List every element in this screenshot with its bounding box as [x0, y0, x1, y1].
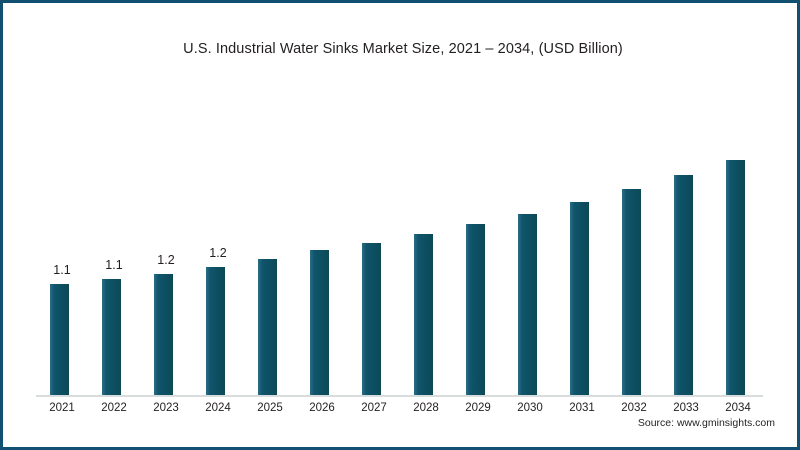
- bar-2030[interactable]: [518, 214, 537, 395]
- bar-slot: [400, 72, 452, 395]
- x-tick-label-2029: 2029: [465, 402, 491, 414]
- bar-2029[interactable]: [466, 224, 485, 395]
- bar-2023[interactable]: [154, 274, 173, 395]
- bar-slot: [296, 72, 348, 395]
- x-tick-label-2031: 2031: [569, 402, 595, 414]
- x-tick-label-2023: 2023: [153, 402, 179, 414]
- bar-slot: [244, 72, 296, 395]
- bar-value-label-2023: 1.2: [157, 253, 175, 267]
- x-tick-label-2032: 2032: [621, 402, 647, 414]
- chart-title: U.S. Industrial Water Sinks Market Size,…: [183, 41, 623, 57]
- bar-2022[interactable]: [102, 279, 121, 395]
- bar-2032[interactable]: [622, 189, 641, 395]
- bar-2026[interactable]: [310, 250, 329, 395]
- bar-slot: [504, 72, 556, 395]
- bar-2031[interactable]: [570, 202, 589, 395]
- bar-slot: [712, 72, 764, 395]
- x-tick-label-2034: 2034: [725, 402, 751, 414]
- x-tick-label-2026: 2026: [309, 402, 335, 414]
- bar-value-label-2021: 1.1: [53, 263, 71, 277]
- bar-slot: 1.1: [88, 72, 140, 395]
- bar-2027[interactable]: [362, 243, 381, 395]
- bar-2021[interactable]: [50, 284, 69, 395]
- bar-slot: 1.1: [36, 72, 88, 395]
- bar-slot: [608, 72, 660, 395]
- x-tick-label-2028: 2028: [413, 402, 439, 414]
- bar-slot: [556, 72, 608, 395]
- x-tick-label-2027: 2027: [361, 402, 387, 414]
- x-tick-label-2033: 2033: [673, 402, 699, 414]
- source-attribution: Source: www.gminsights.com: [637, 417, 775, 429]
- bar-value-label-2022: 1.1: [105, 258, 123, 272]
- bar-slot: 1.2: [192, 72, 244, 395]
- bar-value-label-2024: 1.2: [209, 246, 227, 260]
- bar-2034[interactable]: [726, 160, 745, 395]
- x-tick-label-2021: 2021: [49, 402, 75, 414]
- bar-slot: 1.2: [140, 72, 192, 395]
- x-tick-label-2024: 2024: [205, 402, 231, 414]
- bar-slot: [348, 72, 400, 395]
- bar-2025[interactable]: [258, 259, 277, 395]
- x-axis-line: [36, 395, 763, 397]
- bar-2033[interactable]: [674, 175, 693, 395]
- x-tick-label-2025: 2025: [257, 402, 283, 414]
- x-tick-label-2030: 2030: [517, 402, 543, 414]
- bar-slot: [452, 72, 504, 395]
- bar-slot: [660, 72, 712, 395]
- bar-2028[interactable]: [414, 234, 433, 395]
- x-tick-label-2022: 2022: [101, 402, 127, 414]
- bar-2024[interactable]: [206, 267, 225, 395]
